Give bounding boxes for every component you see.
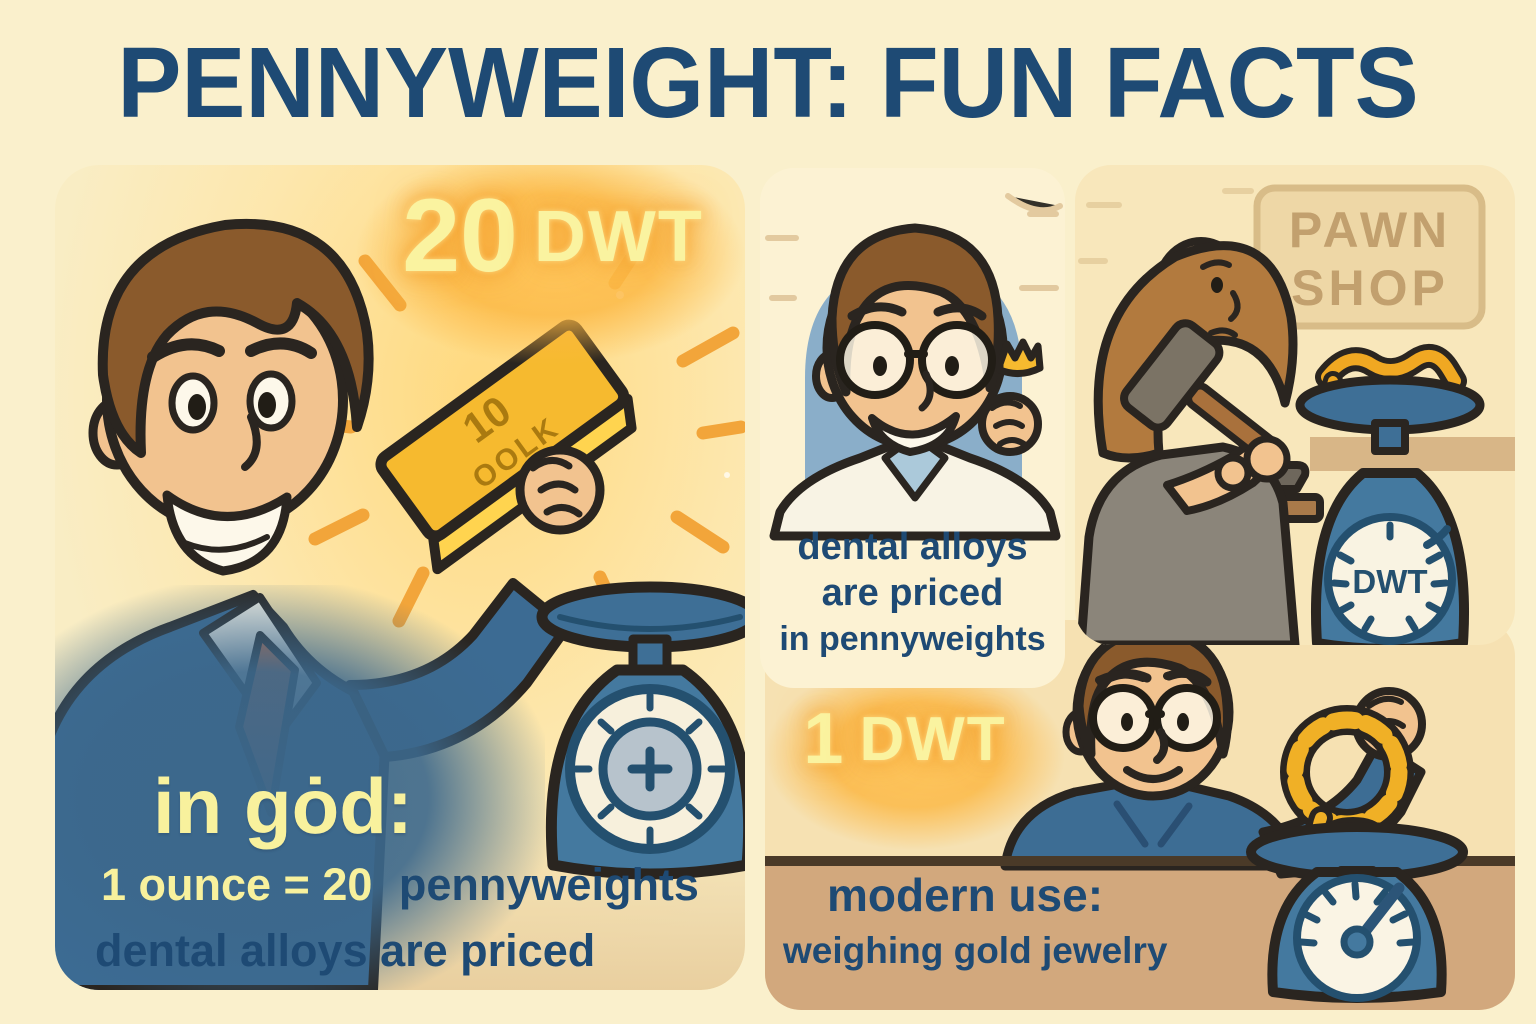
twenty-dwt-unit: DWT [533, 196, 704, 277]
dial-scale-icon [1246, 817, 1468, 1003]
twenty-dwt-value: 20 [402, 178, 518, 294]
one-dwt-unit: DWT [859, 704, 1007, 774]
kitchen-scale-icon [536, 581, 745, 880]
dentist-illustration [769, 223, 1061, 541]
dental-caption: dental alloys are priced in pennyweights [760, 524, 1065, 662]
dental-fact-line: dental alloys are priced [95, 925, 596, 976]
suit-shadow-smudge [55, 585, 545, 990]
dental-caption-line3: in pennyweights [779, 620, 1046, 658]
one-dwt-badge: 1 DWT [785, 698, 1025, 780]
modern-use-caption-line2: weighing gold jewelry [783, 930, 1168, 971]
dwt-scale-icon: DWT [1295, 343, 1485, 645]
counter-edge [765, 856, 1515, 866]
dentist-scene [765, 193, 1063, 541]
pawnbroker-illustration [1076, 237, 1300, 645]
dwt-scale-label: DWT [1352, 563, 1427, 600]
pawn-shop-scene: PAWN SHOP [1076, 184, 1515, 645]
dental-panel: dental alloys are priced in pennyweights [760, 168, 1065, 688]
ounce-fact-highlight: 1 ounce = 20 [101, 859, 373, 910]
modern-use-scene [765, 623, 1515, 1003]
hand-icon [515, 445, 605, 535]
dental-caption-line1: dental alloys [797, 526, 1028, 568]
gold-crown-icon [996, 338, 1044, 377]
page-title: PENNYWEIGHT: FUN FACTS [117, 27, 1419, 139]
brick-wall-decor [1078, 188, 1254, 264]
modern-use-panel: 1 DWT [765, 620, 1515, 1010]
shelf-decor [1310, 437, 1515, 471]
twenty-dwt-badge: 20 DWT [373, 177, 733, 296]
ounce-fact-line: 1 ounce = 20 pennyweights [101, 859, 699, 911]
ounce-fact-rest: pennyweights [398, 859, 699, 910]
in-gold-heading: in gȯd: [153, 762, 413, 850]
dental-caption-line2: are priced [821, 572, 1004, 614]
gold-bar-icon: 10 OOLK [375, 319, 637, 575]
pawn-shop-panel: PAWN SHOP [1075, 165, 1515, 645]
pawn-sign-line1: PAWN [1289, 202, 1451, 258]
pawn-sign-line2: SHOP [1291, 260, 1449, 316]
pawn-shop-sign: PAWN SHOP [1253, 184, 1486, 330]
modern-use-caption-line1: modern use: [827, 869, 1104, 921]
gold-fact-panel: 10 OOLK 20 DWT in gȯd: 1 ounce = 20 penn… [55, 165, 745, 990]
one-dwt-value: 1 [803, 699, 844, 779]
brick-wall-decor [765, 193, 1063, 301]
